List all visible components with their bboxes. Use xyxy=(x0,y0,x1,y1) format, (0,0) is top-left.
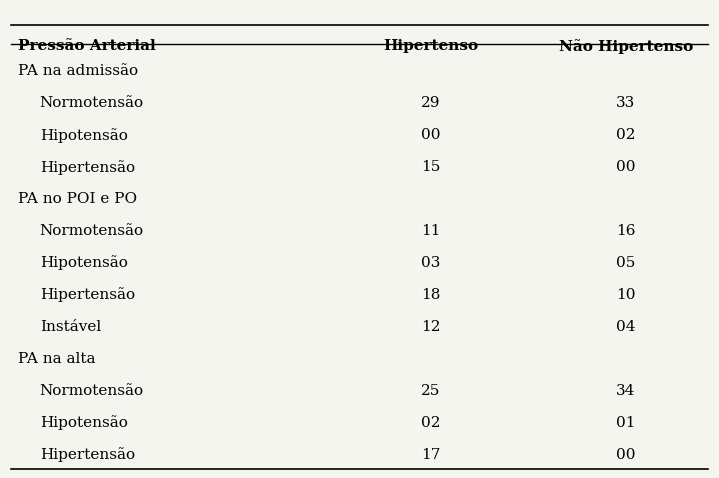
Text: 00: 00 xyxy=(421,128,440,142)
Text: Normotensão: Normotensão xyxy=(40,96,144,110)
Text: PA na admissão: PA na admissão xyxy=(19,64,139,78)
Text: 33: 33 xyxy=(616,96,636,110)
Text: 16: 16 xyxy=(616,224,636,238)
Text: Normotensão: Normotensão xyxy=(40,224,144,238)
Text: Instável: Instável xyxy=(40,320,101,334)
Text: 12: 12 xyxy=(421,320,440,334)
Text: 00: 00 xyxy=(616,160,636,174)
Text: Normotensão: Normotensão xyxy=(40,384,144,398)
Text: PA na alta: PA na alta xyxy=(19,352,96,366)
Text: Hipertensão: Hipertensão xyxy=(40,447,135,462)
Text: Hipotensão: Hipotensão xyxy=(40,128,127,142)
Text: 00: 00 xyxy=(616,448,636,462)
Text: Hipotensão: Hipotensão xyxy=(40,415,127,430)
Text: 02: 02 xyxy=(421,416,440,430)
Text: 29: 29 xyxy=(421,96,440,110)
Text: Não Hipertenso: Não Hipertenso xyxy=(559,39,693,54)
Text: 15: 15 xyxy=(421,160,440,174)
Text: 10: 10 xyxy=(616,288,636,302)
Text: 25: 25 xyxy=(421,384,440,398)
Text: 04: 04 xyxy=(616,320,636,334)
Text: Hipertensão: Hipertensão xyxy=(40,160,135,174)
Text: 03: 03 xyxy=(421,256,440,270)
Text: 11: 11 xyxy=(421,224,440,238)
Text: 05: 05 xyxy=(616,256,636,270)
Text: 18: 18 xyxy=(421,288,440,302)
Text: 34: 34 xyxy=(616,384,636,398)
Text: Pressão Arterial: Pressão Arterial xyxy=(19,40,156,54)
Text: 17: 17 xyxy=(421,448,440,462)
Text: Hipotensão: Hipotensão xyxy=(40,256,127,271)
Text: 01: 01 xyxy=(616,416,636,430)
Text: 02: 02 xyxy=(616,128,636,142)
Text: Hipertenso: Hipertenso xyxy=(383,40,478,54)
Text: Hipertensão: Hipertensão xyxy=(40,288,135,303)
Text: PA no POI e PO: PA no POI e PO xyxy=(19,192,137,206)
